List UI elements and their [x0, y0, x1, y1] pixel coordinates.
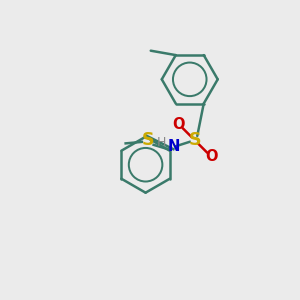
Text: H: H: [157, 136, 166, 149]
Text: S: S: [142, 131, 154, 149]
Text: N: N: [167, 139, 180, 154]
Text: S: S: [189, 131, 201, 149]
Text: O: O: [205, 149, 217, 164]
Text: O: O: [172, 117, 185, 132]
